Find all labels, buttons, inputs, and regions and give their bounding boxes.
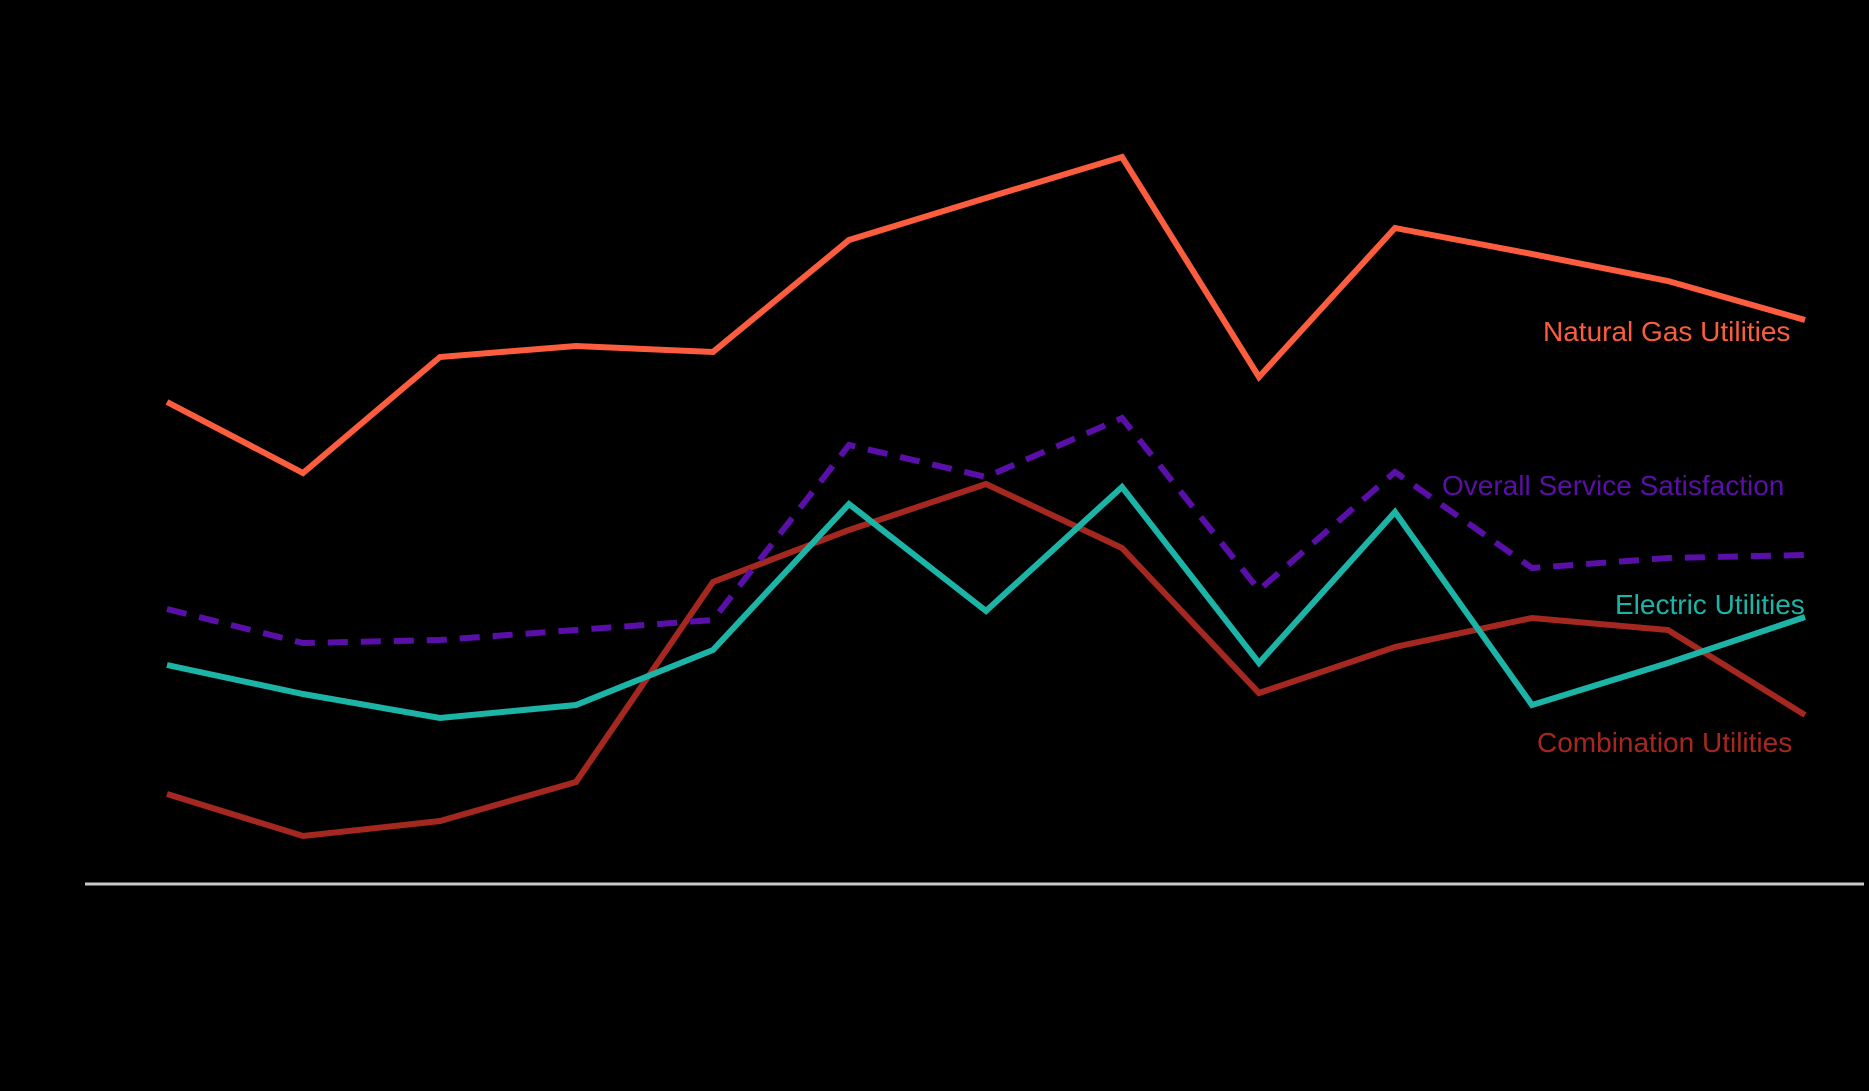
line-natural-gas: [165, 153, 1806, 477]
series-label-overall-service-satisfaction: Overall Service Satisfaction: [1442, 470, 1785, 501]
line-electric: [166, 482, 1806, 722]
series-label-combination-utilities: Combination Utilities: [1537, 727, 1793, 758]
line-overall: [166, 414, 1806, 647]
series-label-natural-gas-utilities: Natural Gas Utilities: [1543, 316, 1791, 347]
series-label-electric-utilities: Electric Utilities: [1615, 589, 1805, 620]
line-combination: [166, 480, 1807, 840]
